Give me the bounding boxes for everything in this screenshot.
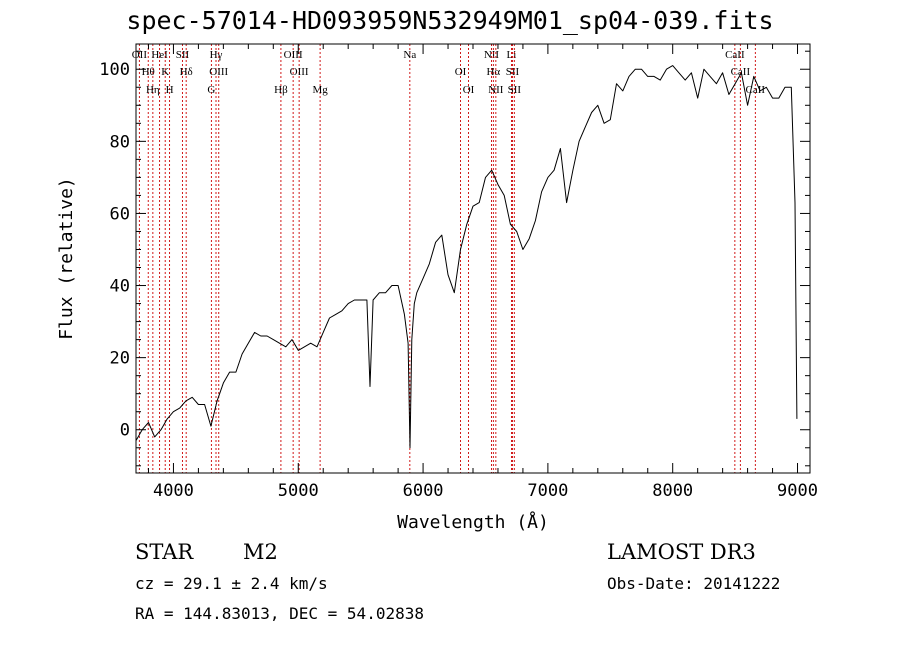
line-marker-label: OI bbox=[463, 84, 475, 96]
radec-label: RA = 144.83013, DEC = 54.02838 bbox=[135, 604, 424, 623]
line-marker-label: Hα bbox=[486, 66, 500, 78]
line-marker-label: NII bbox=[488, 84, 504, 96]
line-marker-label: H bbox=[166, 84, 174, 96]
line-marker-label: NII bbox=[484, 49, 500, 61]
obs-date-label: Obs-Date: 20141222 bbox=[607, 574, 781, 593]
line-marker-label: SII bbox=[506, 66, 520, 78]
y-tick-label: 0 bbox=[120, 421, 130, 441]
line-marker-label: Mg bbox=[312, 84, 328, 96]
spectrum-series bbox=[135, 65, 798, 449]
line-marker-label: SII bbox=[176, 49, 190, 61]
line-marker-label: Hβ bbox=[274, 84, 288, 96]
subclass-label: M2 bbox=[243, 540, 278, 564]
line-marker-label: OIII bbox=[209, 66, 228, 78]
line-marker-label: OIII bbox=[290, 66, 309, 78]
y-tick-label: 40 bbox=[110, 277, 130, 297]
x-tick-label: 6000 bbox=[403, 481, 444, 501]
line-marker-label: Hδ bbox=[180, 66, 193, 78]
line-marker-label: CaII bbox=[731, 66, 751, 78]
line-marker-label: Na bbox=[403, 49, 416, 61]
line-marker-label: CaII bbox=[725, 49, 745, 61]
y-tick-label: 60 bbox=[110, 204, 130, 224]
line-marker-label: OIII bbox=[284, 49, 303, 61]
plot-frame bbox=[135, 43, 811, 474]
x-axis-label: Wavelength (Å) bbox=[397, 511, 549, 533]
y-tick-label: 100 bbox=[99, 60, 130, 80]
survey-label: LAMOST DR3 bbox=[607, 540, 756, 564]
line-marker-label: Hγ bbox=[210, 49, 223, 61]
x-tick-label: 5000 bbox=[278, 481, 319, 501]
y-tick-label: 80 bbox=[110, 132, 130, 152]
x-tick-label: 9000 bbox=[777, 481, 818, 501]
line-marker-label: Hη bbox=[146, 84, 160, 96]
class-label: STAR bbox=[135, 540, 194, 564]
y-axis-label: Flux (relative) bbox=[56, 177, 77, 340]
line-marker-label: K bbox=[161, 66, 169, 78]
line-marker-label: HeI bbox=[151, 49, 168, 61]
line-marker-label: OI bbox=[455, 66, 467, 78]
x-tick-label: 7000 bbox=[527, 481, 568, 501]
y-tick-label: 20 bbox=[110, 349, 130, 369]
x-tick-label: 4000 bbox=[153, 481, 194, 501]
line-marker-label: G bbox=[207, 84, 215, 96]
line-marker-label: SII bbox=[508, 84, 522, 96]
chart-title: spec-57014-HD093959N532949M01_sp04-039.f… bbox=[126, 6, 774, 35]
x-tick-label: 8000 bbox=[652, 481, 693, 501]
line-marker-label: Li bbox=[507, 49, 517, 61]
redshift-label: cz = 29.1 ± 2.4 km/s bbox=[135, 574, 328, 593]
